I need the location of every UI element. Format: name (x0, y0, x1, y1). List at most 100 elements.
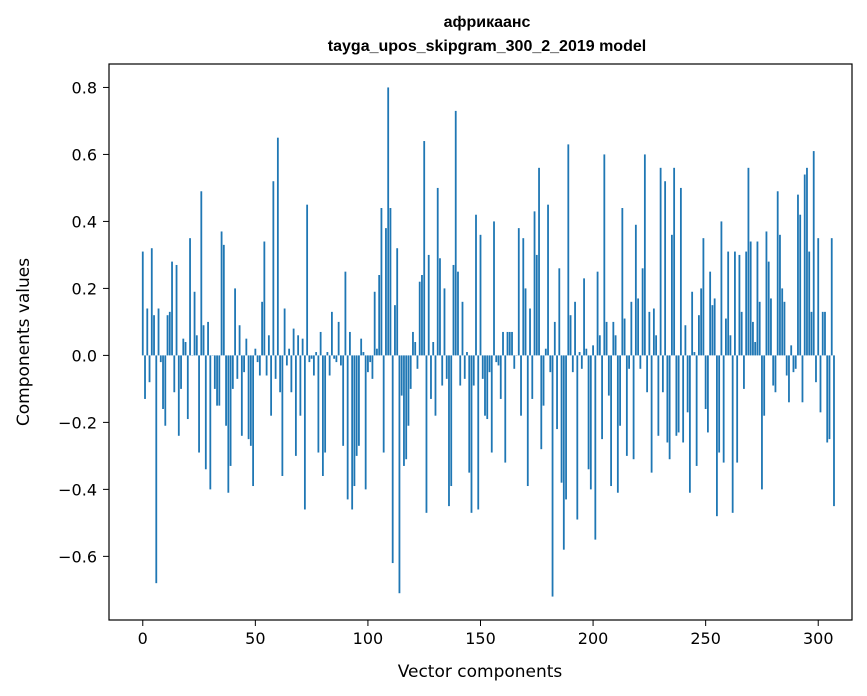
y-tick-label: −0.6 (58, 547, 97, 566)
bar-component-39 (229, 355, 232, 466)
bar-component-34 (218, 355, 221, 406)
bar-component-137 (450, 355, 453, 487)
bar-component-25 (198, 355, 200, 453)
bar-component-266 (740, 311, 743, 356)
bar-component-29 (207, 321, 209, 356)
bar-component-185 (558, 268, 561, 356)
bar-component-129 (432, 342, 435, 356)
bar-component-63 (283, 308, 286, 356)
bar-component-38 (227, 355, 230, 493)
bar-component-208 (610, 355, 612, 487)
bar-component-259 (725, 318, 727, 356)
bar-component-230 (659, 167, 662, 356)
bar-component-150 (479, 234, 482, 356)
bar-component-32 (213, 355, 216, 389)
bar-component-46 (245, 338, 248, 356)
bar-component-186 (560, 355, 563, 483)
bar-component-120 (412, 331, 414, 356)
bar-component-160 (502, 331, 504, 356)
bar-component-277 (765, 231, 768, 356)
bar-component-214 (623, 318, 626, 356)
y-axis-label: Components values (14, 258, 34, 426)
bar-component-210 (614, 335, 617, 356)
bar-component-161 (504, 355, 507, 463)
y-tick-label: 0.8 (72, 78, 97, 97)
bar-component-85 (333, 355, 336, 359)
bar-component-23 (193, 291, 196, 356)
bar-component-157 (495, 355, 498, 363)
chart-subtitle: tayga_upos_skipgram_300_2_2019 model (328, 38, 646, 55)
y-tick-label: −0.4 (58, 480, 97, 499)
bar-component-304 (826, 355, 829, 443)
bar-component-135 (445, 355, 448, 379)
bar-component-155 (490, 355, 493, 453)
bar-component-3 (148, 355, 151, 383)
bar-component-151 (481, 355, 484, 379)
bar-component-287 (788, 355, 790, 403)
bar-component-35 (220, 231, 223, 356)
bar-component-209 (612, 321, 615, 356)
bar-component-171 (526, 355, 529, 487)
bar-component-78 (317, 355, 320, 453)
bar-component-164 (511, 331, 513, 356)
bar-component-126 (425, 355, 428, 513)
bar-component-69 (297, 335, 300, 356)
bar-component-291 (797, 194, 799, 356)
bar-component-118 (407, 355, 410, 426)
bar-component-44 (240, 355, 243, 436)
bar-component-200 (592, 345, 594, 356)
bar-component-228 (655, 335, 658, 356)
bar-component-272 (754, 342, 757, 356)
bar-component-57 (270, 355, 273, 416)
bar-component-117 (405, 355, 408, 460)
bar-component-20 (186, 355, 189, 420)
bar-component-15 (175, 264, 178, 356)
bar-component-17 (180, 355, 182, 389)
x-tick-label: 300 (803, 629, 834, 648)
bar-component-299 (815, 355, 817, 383)
bar-component-67 (292, 328, 295, 356)
bar-component-115 (400, 355, 403, 396)
bar-component-250 (704, 355, 707, 409)
bar-component-294 (803, 174, 806, 356)
bar-component-140 (457, 271, 459, 356)
bar-component-189 (567, 144, 570, 356)
bar-component-262 (731, 355, 734, 513)
bar-component-218 (632, 355, 635, 460)
bar-component-64 (285, 355, 288, 366)
bar-component-2 (146, 308, 149, 356)
bar-component-201 (594, 355, 597, 540)
bar-component-71 (301, 338, 304, 356)
bar-component-111 (391, 355, 394, 564)
bar-component-258 (722, 355, 725, 463)
bar-component-94 (353, 355, 356, 487)
bar-component-146 (470, 355, 473, 513)
bar-component-176 (538, 167, 540, 356)
bar-component-253 (711, 305, 714, 356)
bar-component-219 (634, 224, 637, 356)
bar-component-235 (670, 234, 673, 356)
bar-component-116 (403, 355, 405, 466)
bar-component-90 (344, 271, 347, 356)
bar-component-131 (436, 187, 439, 356)
bar-component-204 (601, 355, 603, 440)
bar-component-158 (497, 355, 500, 366)
bar-component-301 (819, 355, 822, 413)
bar-component-122 (416, 355, 419, 369)
bar-component-152 (484, 355, 486, 416)
bar-component-167 (517, 228, 520, 356)
bar-component-59 (274, 355, 277, 379)
bar-component-127 (427, 254, 430, 356)
bar-component-237 (675, 355, 678, 436)
bar-component-285 (783, 301, 786, 356)
bar-component-241 (684, 325, 687, 356)
bar-component-19 (184, 342, 187, 356)
bar-component-89 (342, 355, 345, 446)
bar-component-202 (596, 271, 599, 356)
bar-component-101 (369, 355, 372, 363)
bar-component-97 (360, 338, 363, 356)
bar-component-270 (749, 241, 752, 356)
bar-component-60 (276, 137, 279, 356)
y-tick-label: 0.6 (72, 145, 97, 164)
bar-component-191 (571, 355, 574, 373)
